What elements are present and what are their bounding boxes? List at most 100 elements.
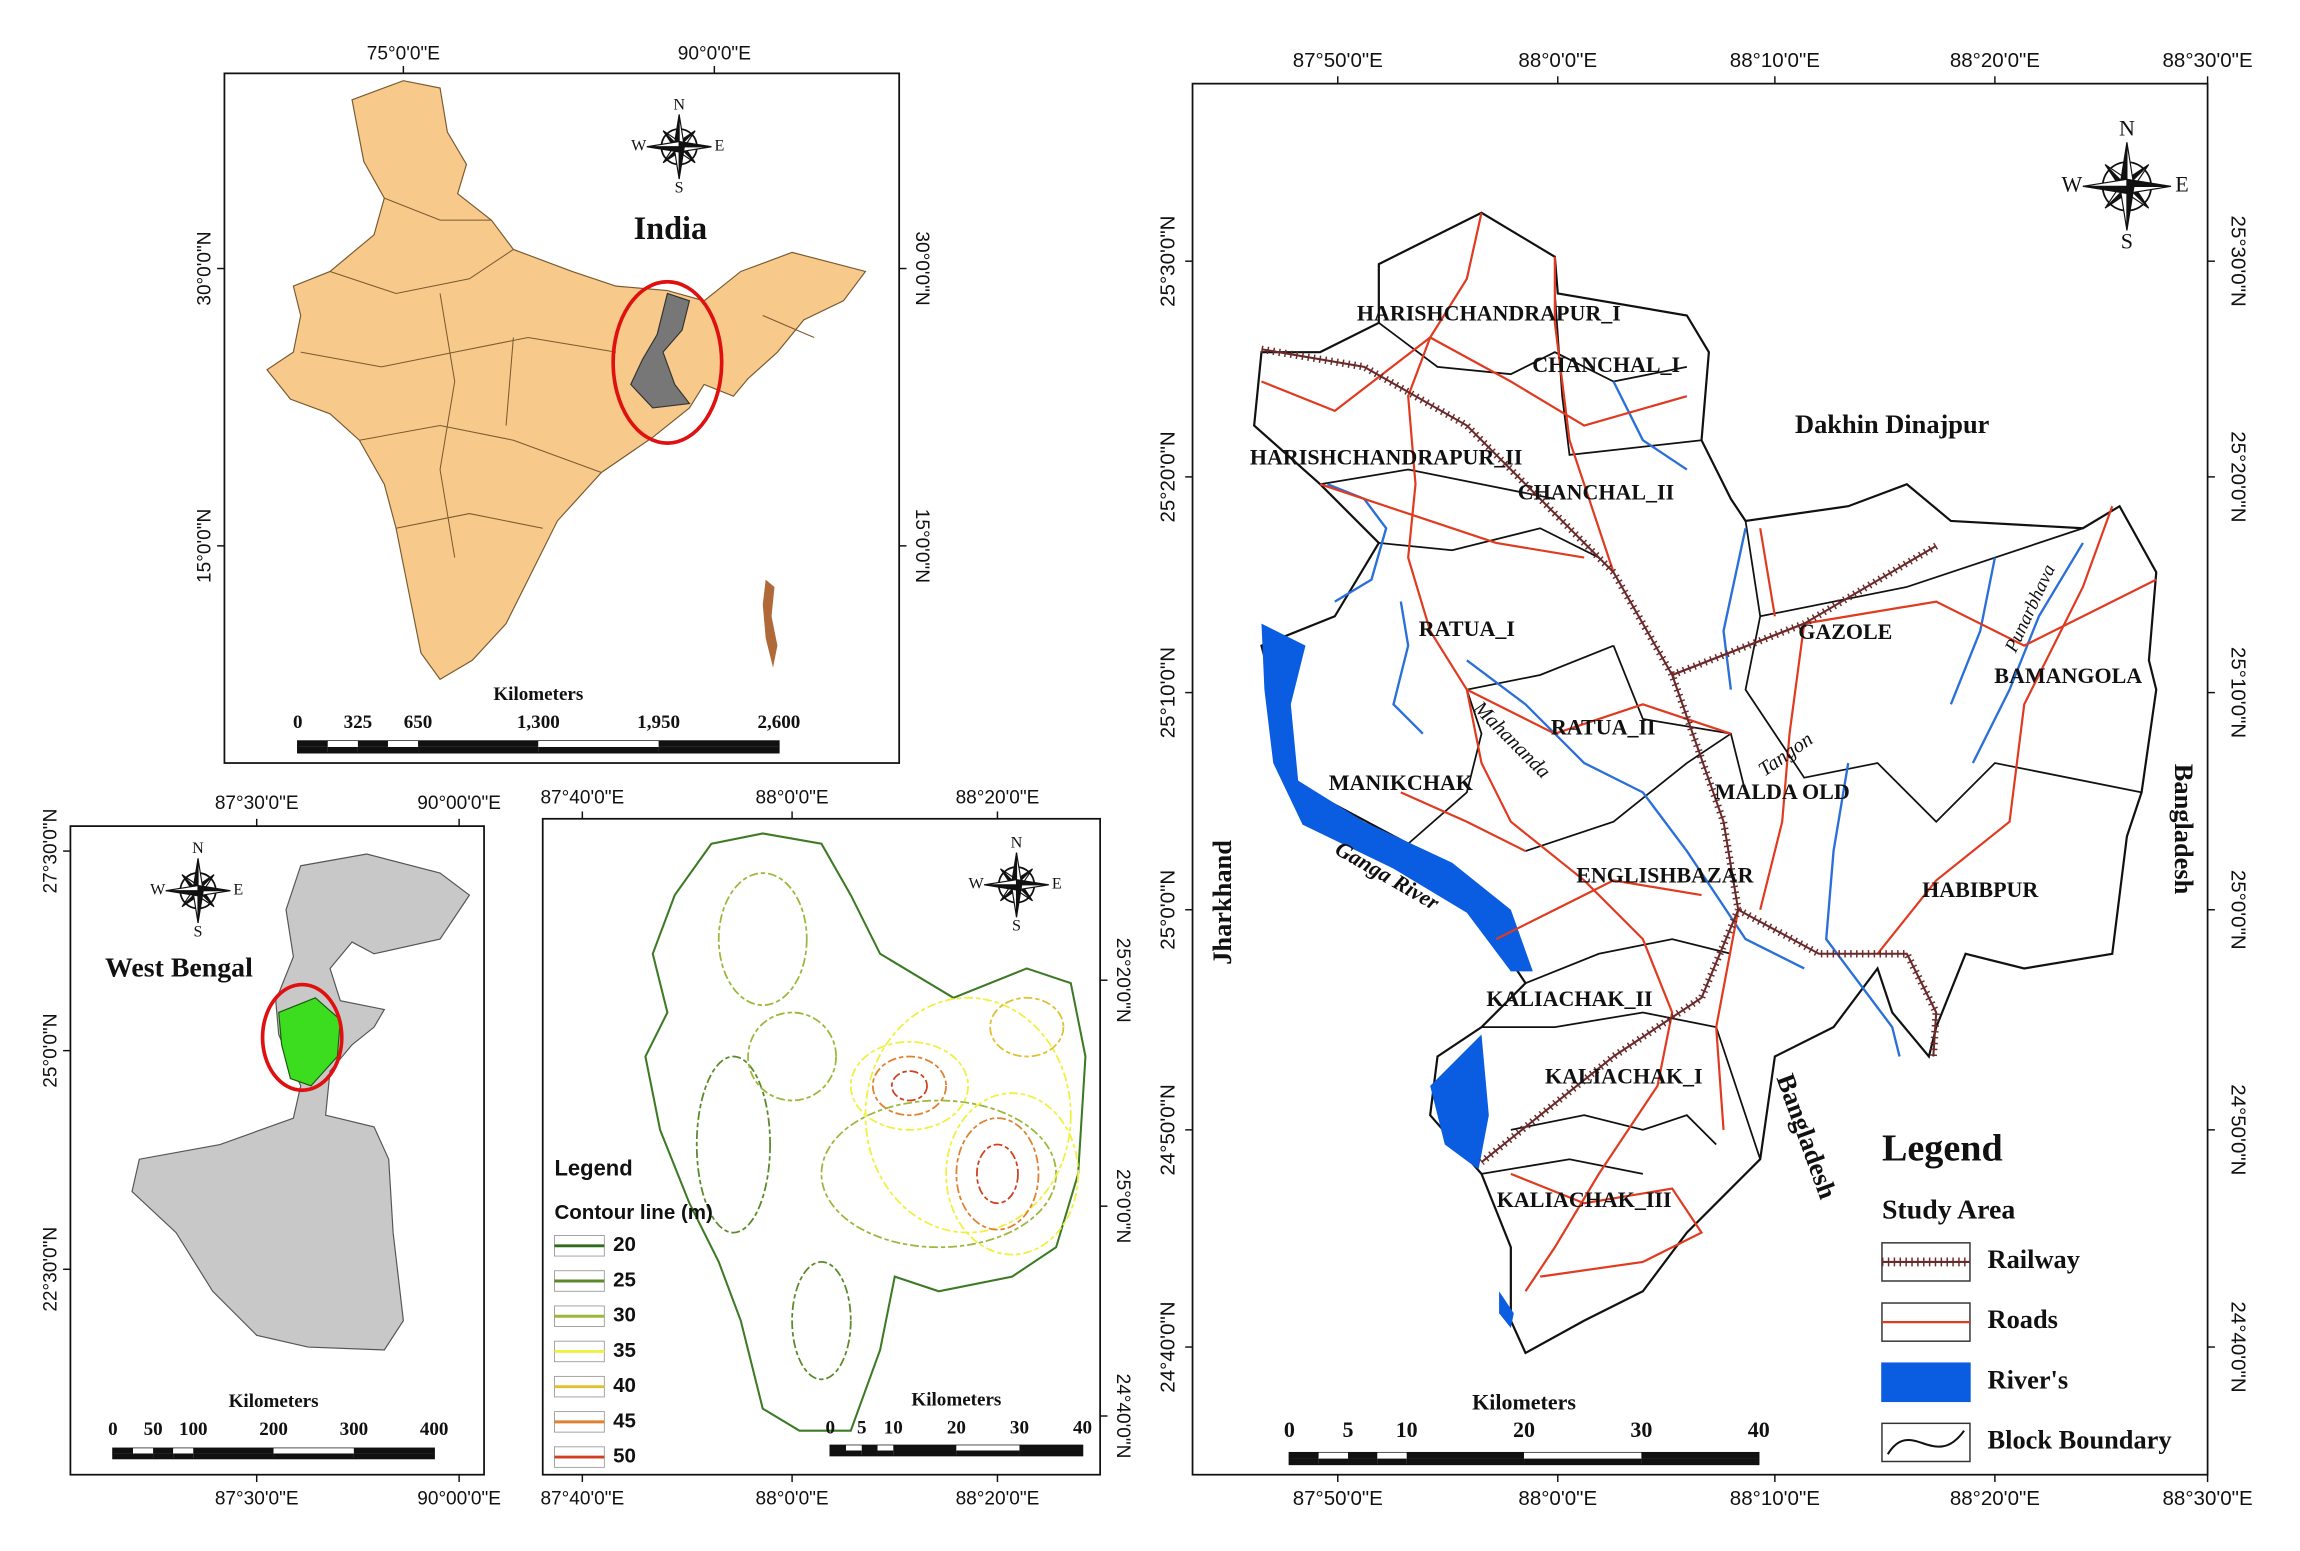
scale-bar-segment bbox=[418, 741, 539, 747]
compass-point bbox=[197, 890, 204, 924]
block-boundary bbox=[1407, 644, 1614, 845]
river bbox=[1825, 762, 1901, 1057]
scale-label: 20 bbox=[947, 1418, 966, 1439]
river bbox=[1430, 1034, 1489, 1170]
scale-bar-segment bbox=[327, 741, 358, 747]
compass-label: E bbox=[2175, 171, 2188, 196]
scale-label: 650 bbox=[404, 712, 433, 733]
compass-point bbox=[2082, 178, 2128, 187]
block-label: HARISHCHANDRAPUR_I bbox=[1357, 301, 1621, 326]
longitude-label: 87°40'0"E bbox=[540, 1489, 624, 1510]
legend-label: Block Boundary bbox=[1988, 1424, 2172, 1454]
scale-label: 0 bbox=[1284, 1417, 1295, 1442]
legend-swatch-line bbox=[1886, 1430, 1965, 1455]
scale-bar-segment bbox=[1377, 1452, 1407, 1459]
scale-bar-segment bbox=[357, 741, 388, 747]
scale-bar-segment bbox=[877, 1445, 894, 1451]
longitude-label: 87°40'0"E bbox=[540, 787, 624, 808]
block-label: HARISHCHANDRAPUR_II bbox=[1250, 444, 1523, 469]
map-frame bbox=[223, 72, 901, 764]
state-boundary bbox=[439, 293, 456, 558]
legend-label: Roads bbox=[1988, 1304, 2058, 1334]
longitude-label: 88°0'0"E bbox=[1518, 1487, 1597, 1510]
contour-line bbox=[945, 1092, 1080, 1256]
compass-label: W bbox=[2062, 171, 2083, 196]
scale-bar-segment bbox=[845, 1450, 862, 1456]
compass-label: E bbox=[1052, 876, 1062, 893]
road bbox=[1407, 212, 1674, 1292]
road bbox=[1759, 623, 1806, 911]
block-boundary bbox=[1481, 1011, 1762, 1160]
scale-bar-segment bbox=[538, 741, 659, 747]
contour-line bbox=[976, 1143, 1019, 1205]
compass-point bbox=[646, 140, 680, 148]
compass-point bbox=[2126, 178, 2172, 187]
block-boundary bbox=[1378, 322, 1688, 383]
state-shape bbox=[131, 853, 471, 1351]
scale-bar-segment bbox=[357, 746, 388, 753]
scale-bar-segment bbox=[133, 1453, 154, 1459]
state-boundary bbox=[329, 249, 514, 295]
scale-bar-segment bbox=[112, 1448, 134, 1454]
scale-bar-segment bbox=[193, 1453, 274, 1459]
block-label: KALIACHAK_III bbox=[1497, 1187, 1672, 1212]
map-frame bbox=[541, 817, 1102, 1476]
scale-bar-segment bbox=[861, 1445, 878, 1451]
block-boundary bbox=[1525, 732, 1732, 852]
longitude-label: 88°0'0"E bbox=[756, 1489, 829, 1510]
latitude-label: 25°20'0"N bbox=[1156, 431, 1179, 522]
compass-point bbox=[2126, 185, 2135, 231]
scale-bar-segment bbox=[418, 746, 539, 753]
road bbox=[1510, 1172, 1704, 1278]
block-boundary bbox=[1744, 520, 2142, 823]
highlight-circle bbox=[611, 279, 724, 445]
scale-bar-segment bbox=[845, 1445, 862, 1451]
scale-bar-segment bbox=[112, 1453, 134, 1459]
state-boundary bbox=[395, 513, 543, 529]
legend-label: 45 bbox=[613, 1409, 636, 1432]
scale-bar-segment bbox=[658, 741, 779, 747]
legend-title: Legend bbox=[1882, 1128, 2003, 1170]
neighbour-label: Bangladesh bbox=[1771, 1070, 1844, 1203]
scale-bar-segment bbox=[1641, 1458, 1759, 1465]
scale-label: 10 bbox=[1396, 1417, 1418, 1442]
country-shape bbox=[266, 80, 867, 681]
latitude-label: 25°0'0"N bbox=[2227, 870, 2250, 950]
compass-point bbox=[1015, 878, 1049, 886]
longitude-label: 90°00'0"E bbox=[417, 793, 501, 814]
latitude-label: 25°20'0"N bbox=[2227, 431, 2250, 522]
latitude-label: 27°30'0"N bbox=[40, 809, 61, 894]
block-label: MANIKCHAK bbox=[1329, 770, 1473, 795]
highlight-circle bbox=[260, 982, 344, 1093]
road bbox=[1495, 879, 1702, 941]
legend-label: 35 bbox=[613, 1339, 636, 1362]
longitude-label: 88°0'0"E bbox=[756, 787, 829, 808]
scale-label: 10 bbox=[884, 1418, 903, 1439]
road bbox=[1759, 528, 1776, 617]
latitude-label: 24°40'0"N bbox=[1156, 1301, 1179, 1392]
scale-bar-segment bbox=[893, 1450, 957, 1456]
legend-swatch bbox=[1881, 1362, 1971, 1403]
block-boundary bbox=[1481, 1158, 1644, 1175]
map-frame bbox=[69, 825, 485, 1476]
contour-line bbox=[955, 1117, 1040, 1231]
block-boundary bbox=[1612, 645, 1747, 793]
scale-bar-segment bbox=[273, 1453, 354, 1459]
block-boundary bbox=[1320, 468, 1556, 500]
railway bbox=[1737, 908, 1938, 1057]
scale-bar-segment bbox=[893, 1445, 957, 1451]
scale-bar-segment bbox=[830, 1445, 846, 1451]
longitude-label: 87°50'0"E bbox=[1293, 49, 1383, 72]
latitude-label: 25°0'0"N bbox=[1112, 1169, 1133, 1243]
scale-bar-segment bbox=[1348, 1452, 1378, 1459]
scale-label: 2,600 bbox=[757, 712, 800, 733]
legend-subtitle: Study Area bbox=[1882, 1194, 2015, 1225]
latitude-label: 25°0'0"N bbox=[1156, 870, 1179, 950]
scale-bar-segment bbox=[830, 1450, 846, 1456]
scale-bar-segment bbox=[327, 746, 358, 753]
road bbox=[1553, 256, 1615, 573]
compass-label: E bbox=[233, 881, 243, 898]
compass-point bbox=[1015, 884, 1023, 918]
river bbox=[1261, 623, 1533, 972]
